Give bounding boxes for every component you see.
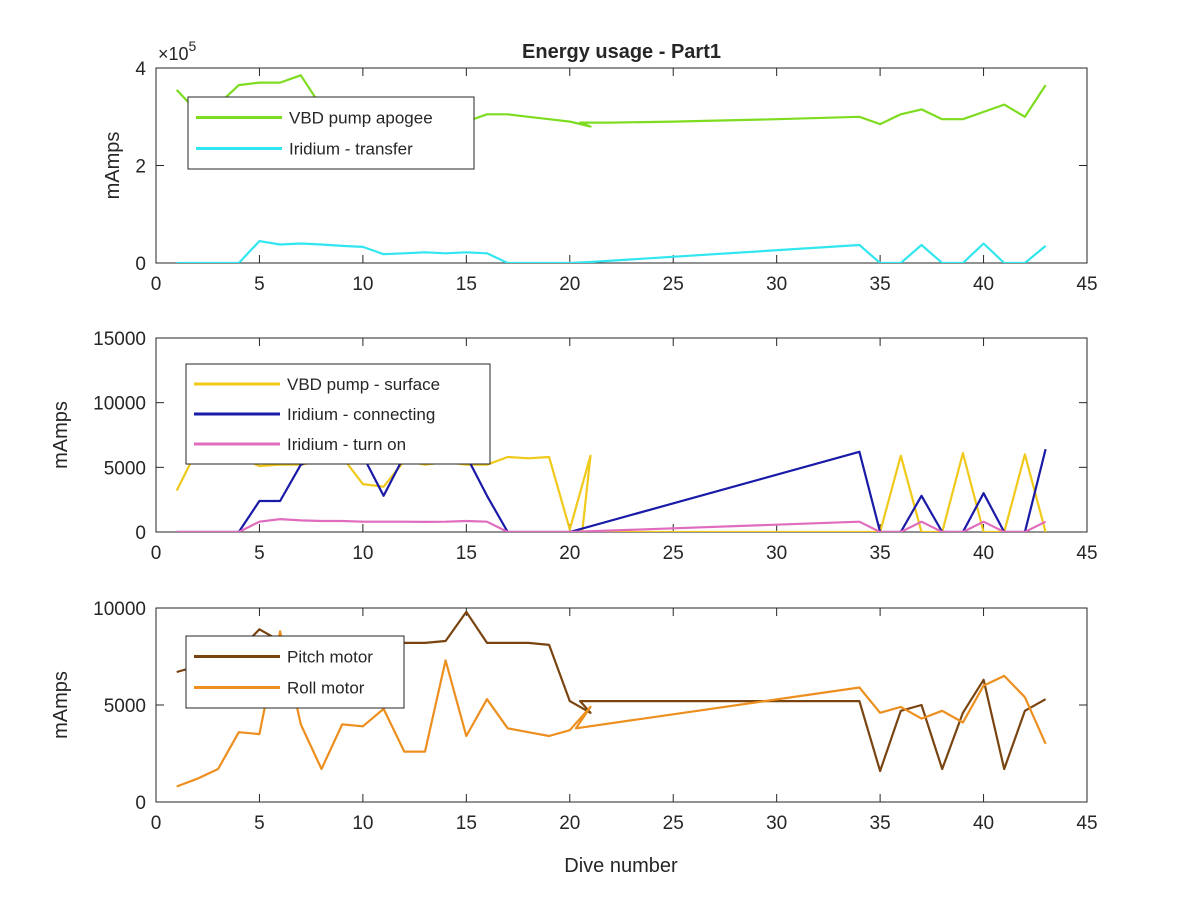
series-line-1 xyxy=(175,448,1047,532)
x-tick-label: 15 xyxy=(456,274,477,295)
subplot-3: 0 5 10 15 20 25 30 35 40 45 0 5000 10000 mAmps Pitch m… xyxy=(50,599,1098,834)
x-tick-label: 10 xyxy=(352,274,373,295)
plots-container: 0 5 10 15 20 25 30 35 40 45 0 2 4 mAmps Energy usage -… xyxy=(50,38,1098,834)
y-tick-label: 0 xyxy=(135,793,146,814)
legend-label: Roll motor xyxy=(287,679,365,698)
x-tick-label: 5 xyxy=(254,274,265,295)
y-exponent-power: 5 xyxy=(189,38,197,54)
subplot-1: 0 5 10 15 20 25 30 35 40 45 0 2 4 mAmps Energy usage -… xyxy=(102,38,1098,295)
y-tick-label: 10000 xyxy=(93,394,146,415)
x-tick-label: 10 xyxy=(352,813,373,834)
legend-label: Iridium - turn on xyxy=(287,435,406,454)
y-tick-label: 5000 xyxy=(104,696,146,717)
x-tick-label: 15 xyxy=(456,543,477,564)
x-tick-label: 30 xyxy=(766,543,787,564)
legend-label: Pitch motor xyxy=(287,648,373,667)
x-tick-label: 30 xyxy=(766,274,787,295)
x-tick-label: 30 xyxy=(766,813,787,834)
y-tick-label: 5000 xyxy=(104,458,146,479)
series-line-1 xyxy=(175,74,1047,128)
y-tick-label: 0 xyxy=(135,254,146,275)
y-axis-label: mAmps xyxy=(50,671,72,739)
y-tick-label: 10000 xyxy=(93,599,146,620)
x-tick-label: 45 xyxy=(1076,274,1097,295)
legend-label: VBD pump apogee xyxy=(289,109,433,128)
x-tick-label: 35 xyxy=(870,813,891,834)
y-tick-label: 15000 xyxy=(93,329,146,350)
x-tick-label: 20 xyxy=(559,274,580,295)
x-tick-label: 25 xyxy=(663,274,684,295)
x-tick-label: 15 xyxy=(456,813,477,834)
legend-label: Iridium - transfer xyxy=(289,140,413,159)
series-line-2 xyxy=(176,240,1047,263)
y-axis-label: mAmps xyxy=(102,132,124,200)
x-tick-label: 20 xyxy=(559,813,580,834)
x-tick-label: 10 xyxy=(352,543,373,564)
x-tick-label: 40 xyxy=(973,274,994,295)
x-tick-label: 0 xyxy=(151,274,162,295)
y-axis-label: mAmps xyxy=(50,401,72,469)
subplot-2: 0 5 10 15 20 25 30 35 40 45 0 5000 10000 15000 mAmps VB… xyxy=(50,329,1098,564)
x-tick-label: 0 xyxy=(151,813,162,834)
y-tick-label: 0 xyxy=(135,523,146,544)
x-tick-label: 25 xyxy=(663,813,684,834)
x-tick-label: 20 xyxy=(559,543,580,564)
y-tick-label: 2 xyxy=(135,157,146,178)
x-tick-label: 25 xyxy=(663,543,684,564)
x-tick-label: 45 xyxy=(1076,813,1097,834)
x-tick-label: 45 xyxy=(1076,543,1097,564)
x-tick-label: 0 xyxy=(151,543,162,564)
series-line-2 xyxy=(176,448,1047,532)
chart-title: Energy usage - Part1 xyxy=(522,41,721,63)
x-tick-label: 35 xyxy=(870,274,891,295)
x-tick-label: 5 xyxy=(254,543,265,564)
legend-box xyxy=(187,96,475,170)
legend-label: Iridium - connecting xyxy=(287,405,435,424)
x-tick-label: 40 xyxy=(973,543,994,564)
x-tick-label: 5 xyxy=(254,813,265,834)
x-tick-label: 35 xyxy=(870,543,891,564)
x-axis-label: Dive number xyxy=(564,855,678,877)
legend-box xyxy=(185,635,405,709)
legend-label: VBD pump - surface xyxy=(287,375,440,394)
series-line-3 xyxy=(176,517,1047,532)
x-tick-label: 40 xyxy=(973,813,994,834)
y-tick-label: 4 xyxy=(135,59,146,80)
